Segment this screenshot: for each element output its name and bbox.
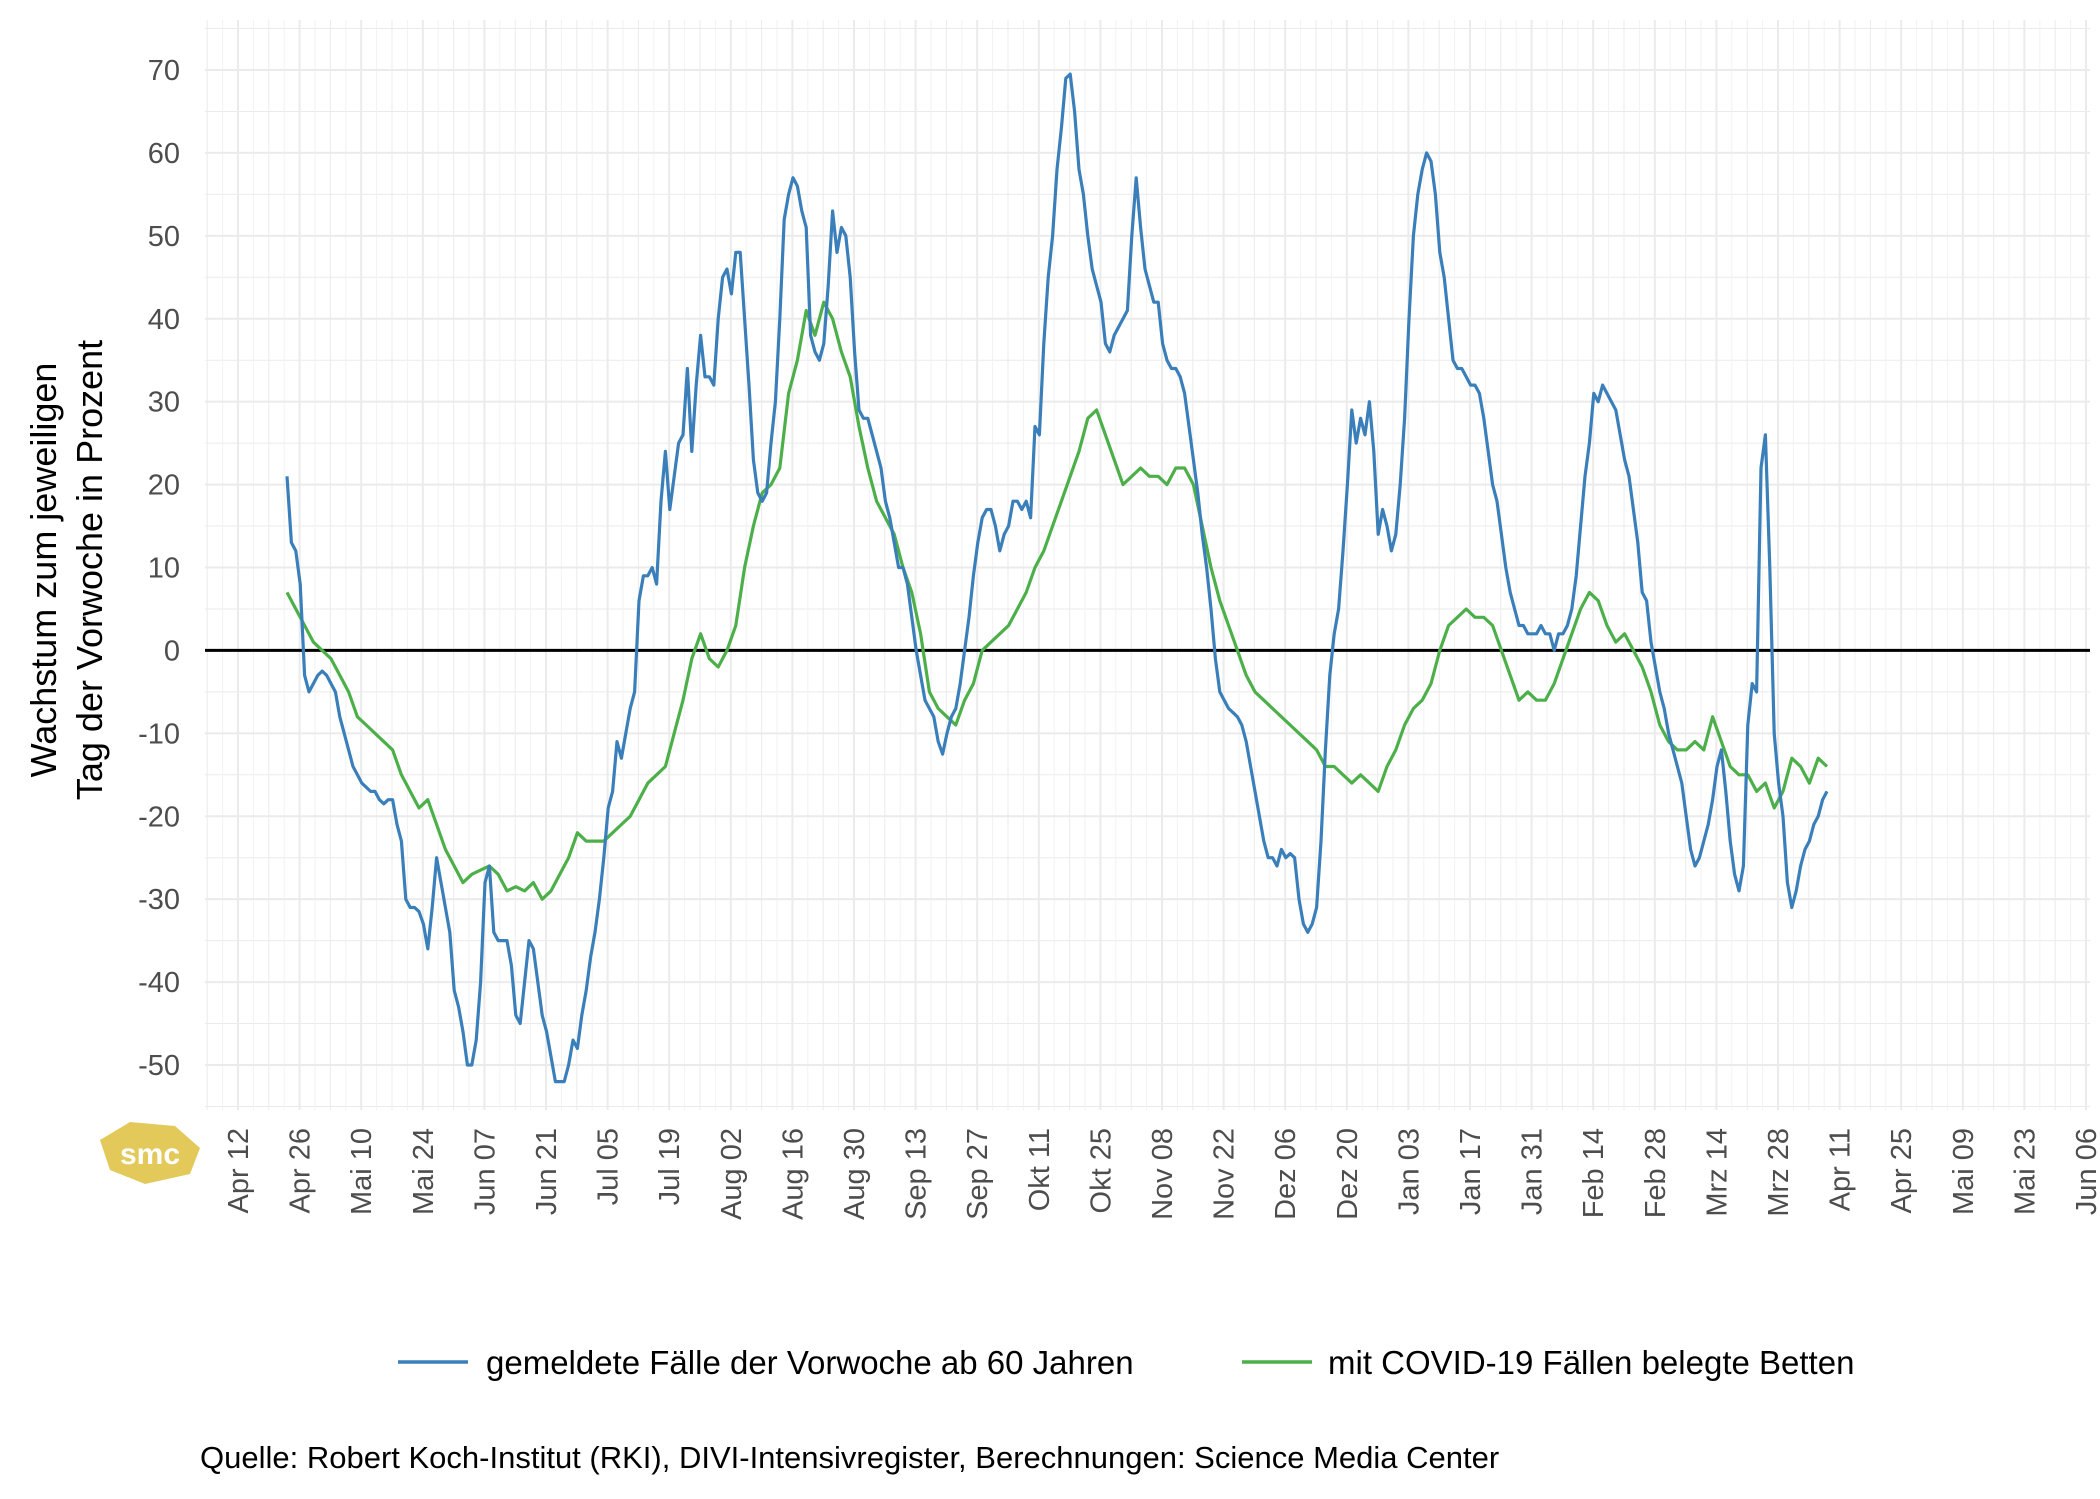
x-tick-label: Sep 13 bbox=[901, 1128, 933, 1220]
x-tick-label: Jan 03 bbox=[1393, 1128, 1425, 1215]
source-caption: Quelle: Robert Koch-Institut (RKI), DIVI… bbox=[200, 1440, 1499, 1475]
x-tick-label: Nov 08 bbox=[1147, 1128, 1179, 1220]
x-tick-label: Apr 11 bbox=[1825, 1128, 1857, 1211]
x-tick-labels: Apr 12 Apr 26 Mai 10 Mai 24 Jun 07 Jun 21 Jul … bbox=[223, 1128, 2100, 1220]
x-tick-label: Apr 26 bbox=[285, 1128, 317, 1213]
y-tick-label: 30 bbox=[148, 387, 180, 419]
y-axis-title-line2: Tag der Vorwoche in Prozent bbox=[69, 340, 110, 800]
y-tick-label: 0 bbox=[164, 635, 180, 667]
series-line-beds bbox=[285, 300, 1829, 901]
x-tick-label: Jan 17 bbox=[1455, 1128, 1487, 1215]
x-tick-label: Jun 21 bbox=[531, 1128, 563, 1215]
y-tick-label: 40 bbox=[148, 304, 180, 336]
svg-text:smc: smc bbox=[120, 1138, 180, 1171]
x-tick-label: Nov 22 bbox=[1209, 1128, 1241, 1220]
x-tick-label: Jul 19 bbox=[654, 1128, 686, 1205]
x-tick-label: Mai 09 bbox=[1948, 1128, 1980, 1215]
x-tick-label: Mrz 28 bbox=[1763, 1128, 1795, 1217]
x-tick-label: Jan 31 bbox=[1517, 1128, 1549, 1215]
x-tick-label: Aug 02 bbox=[716, 1128, 748, 1220]
x-tick-label: Aug 30 bbox=[839, 1128, 871, 1220]
x-tick-label: Mai 10 bbox=[346, 1128, 378, 1215]
series-layer bbox=[285, 72, 1829, 1084]
x-tick-label: Feb 14 bbox=[1578, 1128, 1610, 1218]
x-tick-label: Okt 11 bbox=[1024, 1128, 1056, 1211]
x-tick-label: Mai 23 bbox=[2009, 1128, 2041, 1215]
smc-logo: smc bbox=[100, 1122, 200, 1184]
minor-gridlines bbox=[205, 20, 2090, 1110]
y-tick-label: 60 bbox=[148, 138, 180, 170]
series-line-cases bbox=[285, 72, 1829, 1084]
x-tick-label: Apr 25 bbox=[1886, 1128, 1918, 1213]
x-tick-label: Jul 05 bbox=[593, 1128, 625, 1205]
x-tick-label: Jun 07 bbox=[469, 1128, 501, 1215]
y-axis-title-line1: Wachstum zum jeweiligen bbox=[23, 363, 64, 778]
x-tick-label: Okt 25 bbox=[1085, 1128, 1117, 1213]
x-tick-label: Aug 16 bbox=[777, 1128, 809, 1220]
y-tick-label: -20 bbox=[138, 801, 180, 833]
y-tick-label: -50 bbox=[138, 1050, 180, 1082]
legend: gemeldete Fälle der Vorwoche ab 60 Jahre… bbox=[398, 1344, 1854, 1381]
y-tick-label: 50 bbox=[148, 221, 180, 253]
x-tick-label: Dez 06 bbox=[1270, 1128, 1302, 1220]
x-tick-label: Feb 28 bbox=[1640, 1128, 1672, 1218]
y-tick-label: 10 bbox=[148, 553, 180, 585]
y-tick-label: 20 bbox=[148, 470, 180, 502]
legend-label-beds: mit COVID-19 Fällen belegte Betten bbox=[1328, 1344, 1854, 1381]
major-gridlines bbox=[205, 20, 2090, 1110]
legend-label-cases: gemeldete Fälle der Vorwoche ab 60 Jahre… bbox=[486, 1344, 1134, 1381]
y-tick-label: -40 bbox=[138, 967, 180, 999]
x-tick-label: Sep 27 bbox=[962, 1128, 994, 1220]
x-tick-label: Mrz 14 bbox=[1701, 1128, 1733, 1217]
y-tick-label: -30 bbox=[138, 884, 180, 916]
x-tick-label: Apr 12 bbox=[223, 1128, 255, 1213]
x-tick-label: Jun 06 bbox=[2071, 1128, 2100, 1215]
y-tick-label: 70 bbox=[148, 55, 180, 87]
y-tick-labels: 70 60 50 40 30 20 10 0 -10 -20 -30 -40 -50 bbox=[138, 55, 180, 1082]
y-tick-label: -10 bbox=[138, 718, 180, 750]
x-tick-label: Dez 20 bbox=[1332, 1128, 1364, 1220]
x-tick-label: Mai 24 bbox=[408, 1128, 440, 1215]
